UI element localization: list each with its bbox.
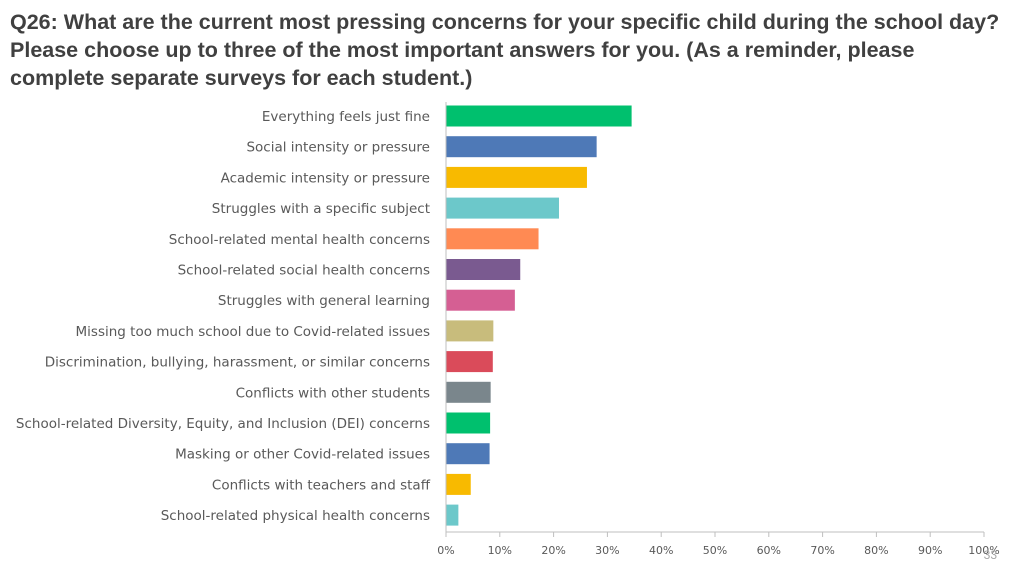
bar xyxy=(446,105,632,127)
category-label: Social intensity or pressure xyxy=(246,140,430,156)
bars xyxy=(446,105,632,526)
bar xyxy=(446,351,493,373)
x-tick-label: 70% xyxy=(810,544,834,557)
bar xyxy=(446,443,490,465)
x-tick-label: 20% xyxy=(541,544,565,557)
bar xyxy=(446,228,539,250)
bar xyxy=(446,320,494,342)
bar xyxy=(446,197,559,219)
category-label: Struggles with a specific subject xyxy=(212,201,430,217)
category-label: Struggles with general learning xyxy=(218,293,430,309)
bar xyxy=(446,381,491,403)
category-label: Missing too much school due to Covid-rel… xyxy=(76,324,430,340)
bar xyxy=(446,166,587,188)
category-labels: Everything feels just fine Social intensi… xyxy=(16,109,431,524)
category-label: School-related social health concerns xyxy=(178,263,430,279)
x-tick-label: 50% xyxy=(703,544,727,557)
x-tick-label: 10% xyxy=(488,544,512,557)
x-tick-label: 90% xyxy=(918,544,942,557)
category-label: Academic intensity or pressure xyxy=(221,170,430,186)
x-tick-label: 60% xyxy=(757,544,781,557)
category-label: School-related physical health concerns xyxy=(161,508,430,524)
x-tick-label: 100% xyxy=(968,544,999,557)
bar xyxy=(446,504,459,526)
bar xyxy=(446,136,597,158)
x-tick-label: 30% xyxy=(595,544,619,557)
bar xyxy=(446,473,471,495)
x-tick-label: 40% xyxy=(649,544,673,557)
chart-title: Q26: What are the current most pressing … xyxy=(10,10,1000,90)
category-label: School-related Diversity, Equity, and In… xyxy=(16,416,430,432)
page-number: 33 xyxy=(983,548,997,562)
x-tick-label: 80% xyxy=(864,544,888,557)
x-axis: 0% 10% 20% 30% 40% 50% 60% 70% 80% 90% 100% xyxy=(437,102,1000,557)
category-label: Discrimination, bullying, harassment, or… xyxy=(45,355,430,371)
bar xyxy=(446,259,521,280)
category-label: Conflicts with teachers and staff xyxy=(212,477,431,493)
category-label: Masking or other Covid-related issues xyxy=(175,447,430,463)
bar xyxy=(446,412,491,434)
bar xyxy=(446,289,515,311)
category-label: Everything feels just fine xyxy=(262,109,430,125)
category-label: Conflicts with other students xyxy=(236,385,430,401)
category-label: School-related mental health concerns xyxy=(169,232,430,248)
x-tick-label: 0% xyxy=(437,544,454,557)
